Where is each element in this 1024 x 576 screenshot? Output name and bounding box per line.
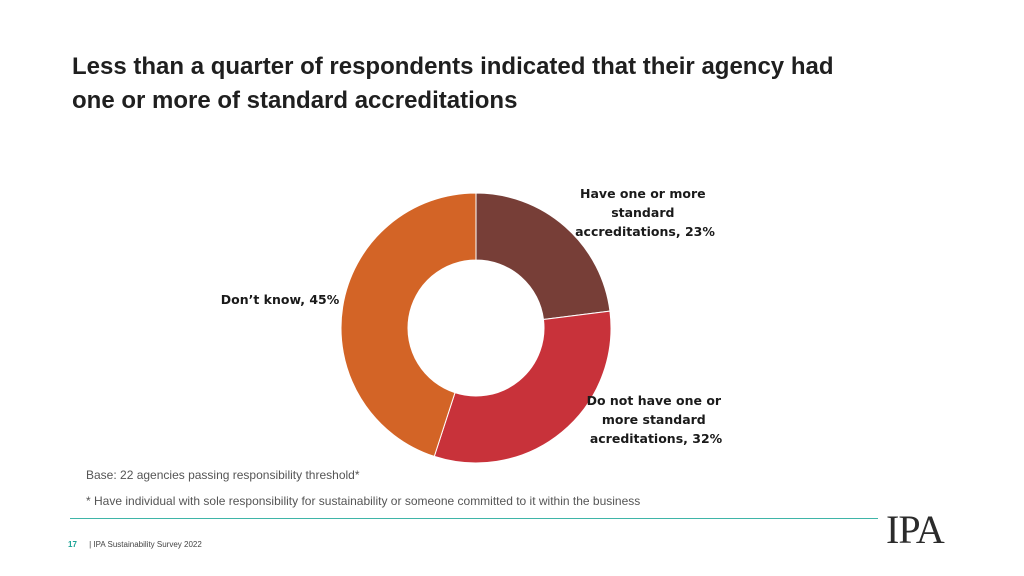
slice-do-not-have bbox=[433, 310, 612, 464]
slice-dont-know bbox=[340, 192, 477, 458]
label-dont-know: Don’t know, 45% bbox=[221, 292, 340, 307]
title-line-1: Less than a quarter of respondents indic… bbox=[72, 53, 834, 80]
page-title: Less than a quarter of respondents indic… bbox=[72, 50, 932, 118]
label-do-not-have: Do not have one or more standard acredit… bbox=[587, 393, 726, 446]
ipa-logo: IPA bbox=[886, 507, 945, 552]
page-number: 17 bbox=[68, 540, 77, 549]
footer-divider bbox=[70, 518, 878, 519]
title-line-2: one or more of standard accreditations bbox=[72, 87, 518, 114]
label-have-accreditations: Have one or more standard accreditations… bbox=[575, 186, 715, 239]
slice-have-accreditations bbox=[475, 192, 611, 321]
base-note: Base: 22 agencies passing responsibility… bbox=[86, 468, 360, 482]
footnote: * Have individual with sole responsibili… bbox=[86, 494, 641, 508]
footer-source: | IPA Sustainability Survey 2022 bbox=[89, 540, 202, 549]
footer: 17 | IPA Sustainability Survey 2022 bbox=[68, 540, 202, 549]
